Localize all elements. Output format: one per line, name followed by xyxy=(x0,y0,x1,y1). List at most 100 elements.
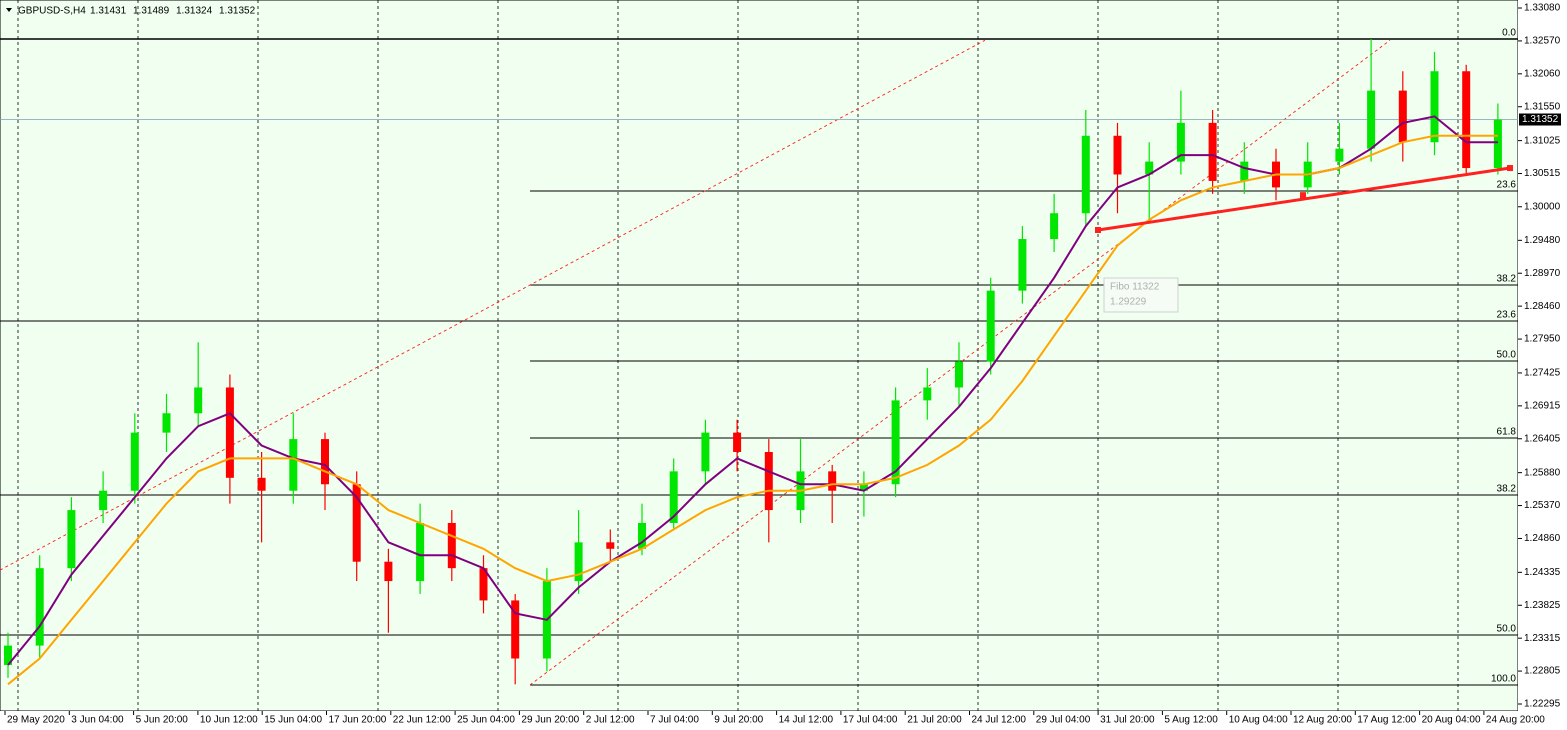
fibo-label: 100.0 xyxy=(1491,674,1516,685)
candle-body xyxy=(99,490,108,511)
candle-body xyxy=(859,484,868,491)
y-tick-label: 1.22295 xyxy=(1524,699,1561,710)
fibo-label: 23.6 xyxy=(1497,310,1517,321)
x-tick-label: 10 Jun 12:00 xyxy=(200,715,258,726)
candle-body xyxy=(733,432,742,452)
candle-body xyxy=(638,522,646,549)
fibo-label: 0.0 xyxy=(1502,28,1516,39)
candle-body xyxy=(1430,71,1439,143)
header-price: 1.31489 xyxy=(133,6,170,17)
candle-body xyxy=(130,432,139,491)
candle-body xyxy=(701,432,710,472)
header-price: 1.31324 xyxy=(176,6,213,17)
candle-body xyxy=(257,477,266,491)
x-tick-label: 15 Jun 04:00 xyxy=(264,715,322,726)
candle-body xyxy=(1081,135,1090,214)
fibo-tooltip xyxy=(1103,277,1179,313)
candle-body xyxy=(1367,90,1376,149)
y-tick-label: 1.24860 xyxy=(1524,533,1561,544)
candle-body xyxy=(923,387,932,401)
candle-body xyxy=(669,471,678,523)
candle-body xyxy=(447,522,456,569)
candle-body xyxy=(764,451,773,511)
x-tick-label: 7 Jul 04:00 xyxy=(650,715,699,726)
fibo-label: 50.0 xyxy=(1497,350,1517,361)
candle-body xyxy=(891,400,900,485)
fibo-label: 23.6 xyxy=(1497,180,1517,191)
channel-line xyxy=(0,39,986,571)
x-tick-label: 10 Aug 04:00 xyxy=(1229,715,1288,726)
fibo-tooltip-price: 1.29229 xyxy=(1110,297,1147,308)
current-price-tag xyxy=(1519,113,1561,126)
y-tick-label: 1.24335 xyxy=(1524,567,1561,578)
candle-body xyxy=(384,561,393,582)
candle-body xyxy=(1240,161,1249,181)
trendline-handle xyxy=(1507,165,1513,172)
fibo-tooltip-name: Fibo 11322 xyxy=(1110,282,1160,293)
candle-body xyxy=(606,542,615,549)
candle-body xyxy=(1462,71,1471,169)
y-tick-label: 1.31025 xyxy=(1524,135,1561,146)
y-tick-label: 1.26405 xyxy=(1524,433,1561,444)
y-tick-label: 1.27425 xyxy=(1524,368,1561,379)
x-tick-label: 31 Jul 20:00 xyxy=(1100,715,1155,726)
x-tick-label: 24 Aug 20:00 xyxy=(1486,715,1545,726)
fibo-label: 61.8 xyxy=(1497,427,1517,438)
fibo-label: 38.2 xyxy=(1497,484,1517,495)
header-price: 1.31431 xyxy=(90,6,127,17)
candle-body xyxy=(955,361,963,388)
y-tick-label: 1.30515 xyxy=(1524,168,1561,179)
candle-body xyxy=(1493,119,1502,169)
y-tick-label: 1.31550 xyxy=(1524,101,1561,112)
y-tick-label: 1.26915 xyxy=(1524,400,1561,411)
y-tick-label: 1.30000 xyxy=(1524,201,1561,212)
x-tick-label: 20 Aug 04:00 xyxy=(1422,715,1481,726)
candle-body xyxy=(194,387,203,414)
x-tick-label: 17 Aug 12:00 xyxy=(1357,715,1416,726)
x-tick-label: 5 Jun 20:00 xyxy=(136,715,189,726)
candle-body xyxy=(511,600,520,659)
trendline-handle xyxy=(1095,226,1101,233)
candle-body xyxy=(574,542,583,582)
candle-body xyxy=(321,439,329,485)
candle-body xyxy=(479,568,488,601)
candle-body xyxy=(1018,239,1027,291)
menu-arrow[interactable] xyxy=(6,8,12,12)
candle-body xyxy=(289,439,298,491)
candle-body xyxy=(1145,161,1154,175)
y-tick-label: 1.32060 xyxy=(1524,68,1561,79)
header-price: 1.31352 xyxy=(219,6,256,17)
layer: 1.31431 1.31489 1.31324 1.31352 1.33080 1.325… xyxy=(0,3,1561,726)
x-tick-label: 29 Jul 04:00 xyxy=(1036,715,1091,726)
y-tick-label: 1.29480 xyxy=(1524,235,1561,246)
x-tick-label: 25 Jun 04:00 xyxy=(457,715,515,726)
y-tick-label: 1.23825 xyxy=(1524,600,1561,611)
candle-body xyxy=(1335,148,1344,162)
x-tick-label: 14 Jul 12:00 xyxy=(779,715,834,726)
candle-body xyxy=(1113,135,1122,175)
plot-area xyxy=(0,0,1519,712)
y-tick-label: 1.28460 xyxy=(1524,301,1561,312)
candle-body xyxy=(162,413,171,433)
trendline-handle xyxy=(1300,192,1306,199)
moving-average xyxy=(7,115,1498,666)
channel-line xyxy=(529,39,1391,686)
x-tick-label: 24 Jul 12:00 xyxy=(972,715,1027,726)
x-tick-label: 21 Jul 20:00 xyxy=(907,715,962,726)
x-tick-label: 22 Jun 12:00 xyxy=(393,715,451,726)
candle-body xyxy=(352,484,361,562)
x-tick-label: 12 Aug 20:00 xyxy=(1293,715,1352,726)
x-tick-label: 9 Jul 20:00 xyxy=(714,715,763,726)
y-tick-label: 1.25370 xyxy=(1524,500,1561,511)
candle-body xyxy=(1050,213,1059,240)
candle-body xyxy=(828,471,837,491)
symbol-title: GBPUSD-S,H4 xyxy=(18,6,86,17)
x-tick-label: 17 Jun 20:00 xyxy=(329,715,387,726)
y-tick-label: 1.28970 xyxy=(1524,268,1561,279)
moving-average xyxy=(7,134,1498,686)
y-tick-label: 1.33080 xyxy=(1524,3,1561,14)
y-tick-label: 1.22805 xyxy=(1524,666,1561,677)
x-tick-label: 17 Jul 04:00 xyxy=(843,715,898,726)
x-tick-label: 5 Aug 12:00 xyxy=(1164,715,1218,726)
